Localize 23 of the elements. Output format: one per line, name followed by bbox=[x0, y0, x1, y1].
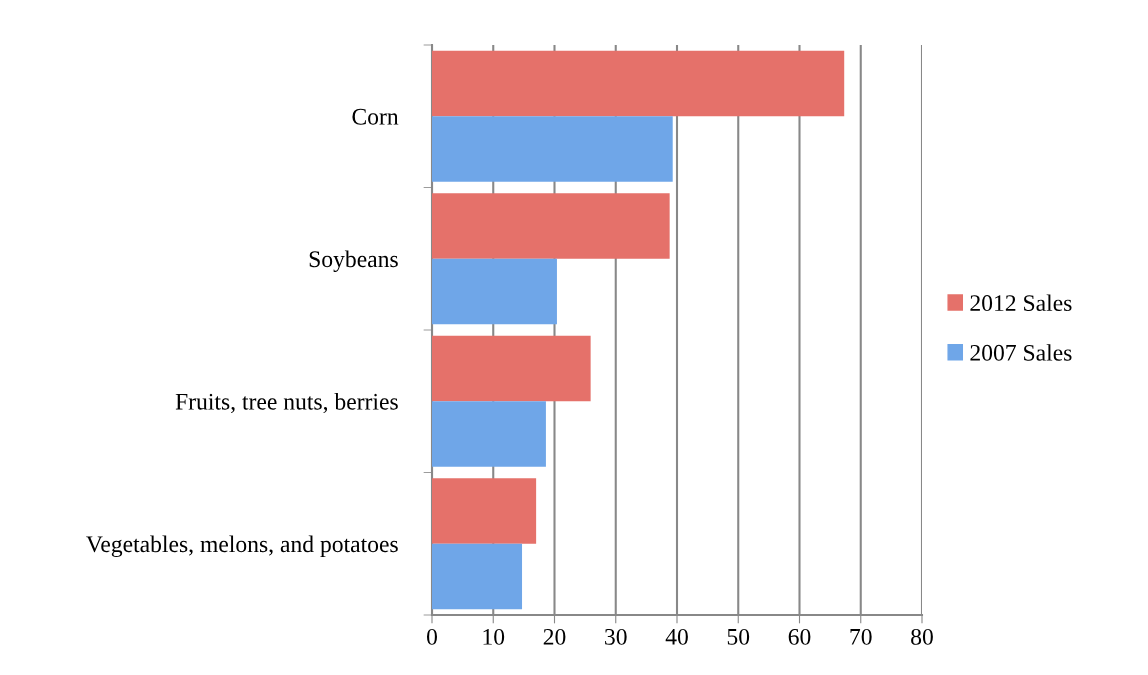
bar bbox=[432, 258, 557, 325]
bar bbox=[432, 543, 523, 610]
x-tick-label: 0 bbox=[427, 628, 437, 645]
bar bbox=[432, 401, 546, 467]
x-tick-label: 50 bbox=[727, 628, 750, 645]
bar bbox=[432, 478, 537, 544]
legend-label: 2007 Sales bbox=[970, 344, 1072, 361]
y-tick-label: Vegetables, melons, and potatoes bbox=[86, 535, 398, 558]
y-tick-label: Corn bbox=[352, 108, 399, 125]
y-tick-label: Fruits, tree nuts, berries bbox=[175, 393, 398, 414]
legend-label: 2012 Sales bbox=[970, 294, 1072, 312]
x-tick-label: 70 bbox=[850, 628, 872, 645]
bar bbox=[432, 193, 670, 259]
x-tick-label: 80 bbox=[911, 628, 933, 645]
x-tick-label: 30 bbox=[605, 628, 627, 645]
y-tick-label: Soybeans bbox=[309, 250, 398, 273]
bar bbox=[432, 50, 845, 117]
x-tick-label: 20 bbox=[543, 628, 566, 645]
x-tick-label: 10 bbox=[483, 628, 505, 645]
x-tick-label: 40 bbox=[665, 628, 688, 645]
bar bbox=[432, 116, 673, 182]
bar bbox=[432, 335, 591, 402]
x-tick-label: 60 bbox=[788, 628, 811, 645]
